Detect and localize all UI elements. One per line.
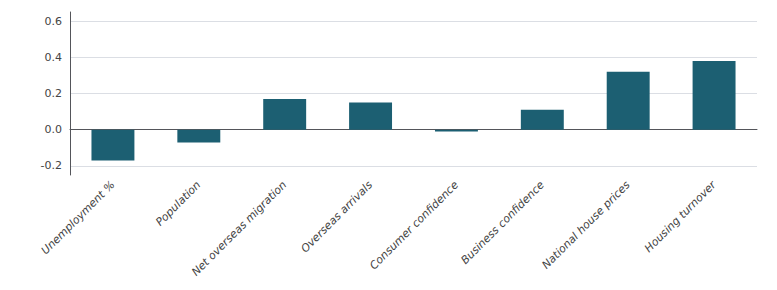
svg-text:-0.2: -0.2 bbox=[41, 159, 62, 172]
svg-text:Net overseas migration: Net overseas migration bbox=[189, 178, 289, 278]
svg-text:0.4: 0.4 bbox=[45, 51, 63, 64]
svg-text:0.2: 0.2 bbox=[45, 87, 63, 100]
svg-text:Consumer confidence: Consumer confidence bbox=[367, 178, 461, 272]
svg-text:Overseas arrivals: Overseas arrivals bbox=[298, 178, 375, 255]
svg-text:Unemployment %: Unemployment % bbox=[39, 178, 118, 257]
svg-text:0.0: 0.0 bbox=[45, 123, 63, 136]
svg-text:Population: Population bbox=[153, 178, 203, 228]
svg-text:Housing turnover: Housing turnover bbox=[642, 177, 720, 255]
svg-text:Business confidence: Business confidence bbox=[458, 178, 547, 267]
svg-text:National house prices: National house prices bbox=[539, 178, 632, 271]
svg-text:0.6: 0.6 bbox=[45, 15, 63, 28]
